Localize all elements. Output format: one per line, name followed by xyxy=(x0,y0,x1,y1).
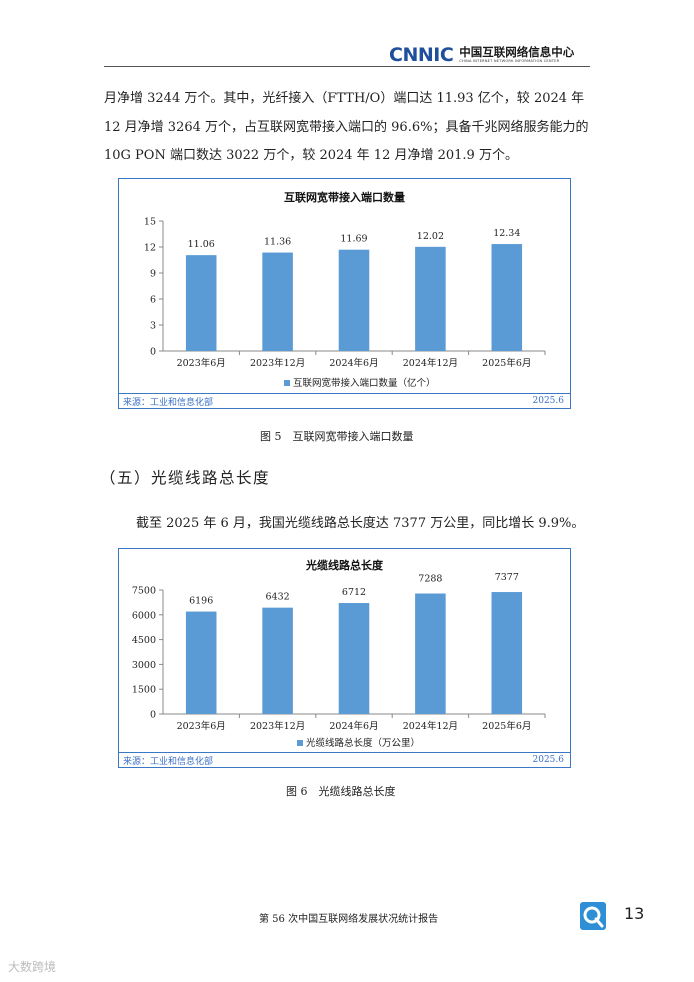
body-paragraph-1: 月净增 3244 万个。其中，光纤接入（FTTH/O）端口达 11.93 亿个，… xyxy=(104,91,589,163)
c2-bar xyxy=(262,607,293,714)
org-name-cn: 中国互联网络信息中心 xyxy=(459,45,575,59)
c2-data-label: 6432 xyxy=(266,592,290,603)
org-name-en: CHINA INTERNET NETWORK INFORMATION CENTE… xyxy=(459,59,560,63)
c2-legend-swatch xyxy=(297,740,303,746)
header-divider xyxy=(104,66,590,67)
c1-data-label: 12.02 xyxy=(417,231,444,242)
c2-data-label: 7377 xyxy=(495,572,519,583)
c2-legend-label: 光缆线路总长度（万公里） xyxy=(306,737,420,749)
c1-y-tick-label: 12 xyxy=(144,243,156,254)
c2-bar xyxy=(415,593,446,714)
c1-x-tick-label: 2025年6月 xyxy=(482,357,531,369)
c2-y-tick-label: 0 xyxy=(150,710,156,721)
watermark: 大数跨境 xyxy=(8,958,56,975)
figure-6-source: 来源：工业和信息化部 xyxy=(123,756,214,767)
cnnic-logo: CNNIC 中国互联网络信息中心 CHINA INTERNET NETWORK … xyxy=(389,44,574,66)
figure-6-date: 2025.6 xyxy=(532,755,565,765)
c1-legend-label: 互联网宽带接入端口数量（亿个） xyxy=(293,377,436,389)
c1-data-label: 11.69 xyxy=(340,234,367,245)
magnifier-q-icon xyxy=(579,901,607,931)
c1-data-label: 11.06 xyxy=(188,239,215,250)
c2-chart-title: 光缆线路总长度 xyxy=(305,558,384,572)
c2-y-tick-label: 4500 xyxy=(132,635,156,646)
logo-text: 中国互联网络信息中心 CHINA INTERNET NETWORK INFORM… xyxy=(459,46,574,64)
c2-y-tick-label: 1500 xyxy=(132,685,156,696)
c1-legend-swatch xyxy=(284,380,290,386)
figure-5-date: 2025.6 xyxy=(532,396,565,406)
c2-y-tick-label: 7500 xyxy=(132,586,156,597)
c1-x-tick-label: 2023年12月 xyxy=(250,357,305,369)
c2-x-tick-label: 2023年6月 xyxy=(177,720,226,732)
footer-report-title: 第 56 次中国互联网络发展状况统计报告 xyxy=(259,914,439,925)
c2-x-tick-label: 2023年12月 xyxy=(250,720,305,732)
c2-x-tick-label: 2024年12月 xyxy=(403,720,458,732)
figure-6-chart: 光缆线路总长度 0 1500 3000 4500 6000 7500 6196 2023年6月 6… xyxy=(118,548,571,768)
c2-y-tick-label: 6000 xyxy=(132,610,156,621)
c1-bar xyxy=(262,252,293,351)
fiber-length-chart: 光缆线路总长度 0 1500 3000 4500 6000 7500 6196 2023年6月 6… xyxy=(132,558,546,749)
logo-mark: CNNIC xyxy=(389,44,454,66)
c1-x-tick-label: 2023年6月 xyxy=(177,357,226,369)
c1-bar xyxy=(185,255,217,351)
figure-5-caption: 图 5 互联网宽带接入端口数量 xyxy=(260,430,414,443)
c1-y-tick-label: 15 xyxy=(144,217,156,228)
c1-bar xyxy=(491,244,523,351)
c1-data-label: 12.34 xyxy=(493,228,520,239)
figure-6-source-row: 来源：工业和信息化部 2025.6 xyxy=(119,752,570,767)
c2-data-label: 6712 xyxy=(342,587,366,598)
c2-data-label: 6196 xyxy=(189,596,213,607)
section-heading: （五）光缆线路总长度 xyxy=(100,469,271,487)
c1-data-label: 11.36 xyxy=(264,237,291,248)
c1-x-tick-label: 2024年6月 xyxy=(329,357,378,369)
c2-x-tick-label: 2024年6月 xyxy=(329,720,378,732)
c2-bar xyxy=(338,603,370,714)
c1-y-tick-label: 3 xyxy=(150,321,156,332)
broadband-ports-chart: 互联网宽带接入端口数量 0 3 6 9 12 15 11.06 2023年6月 11.36 2023… xyxy=(144,190,546,389)
c1-bar xyxy=(415,246,446,351)
c2-bar xyxy=(491,592,523,714)
c2-bar xyxy=(185,611,217,714)
figure-5-source: 来源：工业和信息化部 xyxy=(123,397,214,408)
c1-y-tick-label: 6 xyxy=(150,295,156,306)
c2-y-tick-label: 3000 xyxy=(132,660,156,671)
c1-chart-title: 互联网宽带接入端口数量 xyxy=(284,190,405,204)
body-paragraph-2: 截至 2025 年 6 月，我国光缆线路总长度达 7377 万公里，同比增长 9… xyxy=(136,516,585,531)
c2-x-tick-label: 2025年6月 xyxy=(482,720,531,732)
c1-x-tick-label: 2024年12月 xyxy=(403,357,458,369)
figure-5-source-row: 来源：工业和信息化部 2025.6 xyxy=(119,393,570,408)
page-number: 13 xyxy=(624,904,645,923)
c1-y-tick-label: 9 xyxy=(150,269,156,280)
c1-y-tick-label: 0 xyxy=(150,347,156,358)
figure-6-caption: 图 6 光缆线路总长度 xyxy=(286,785,396,798)
watermark-text: 大数跨境 xyxy=(8,960,57,974)
c1-bar xyxy=(338,249,370,351)
figure-5-chart: 互联网宽带接入端口数量 0 3 6 9 12 15 11.06 2023年6月 11.36 2023… xyxy=(118,178,571,409)
c2-data-label: 7288 xyxy=(418,574,442,585)
